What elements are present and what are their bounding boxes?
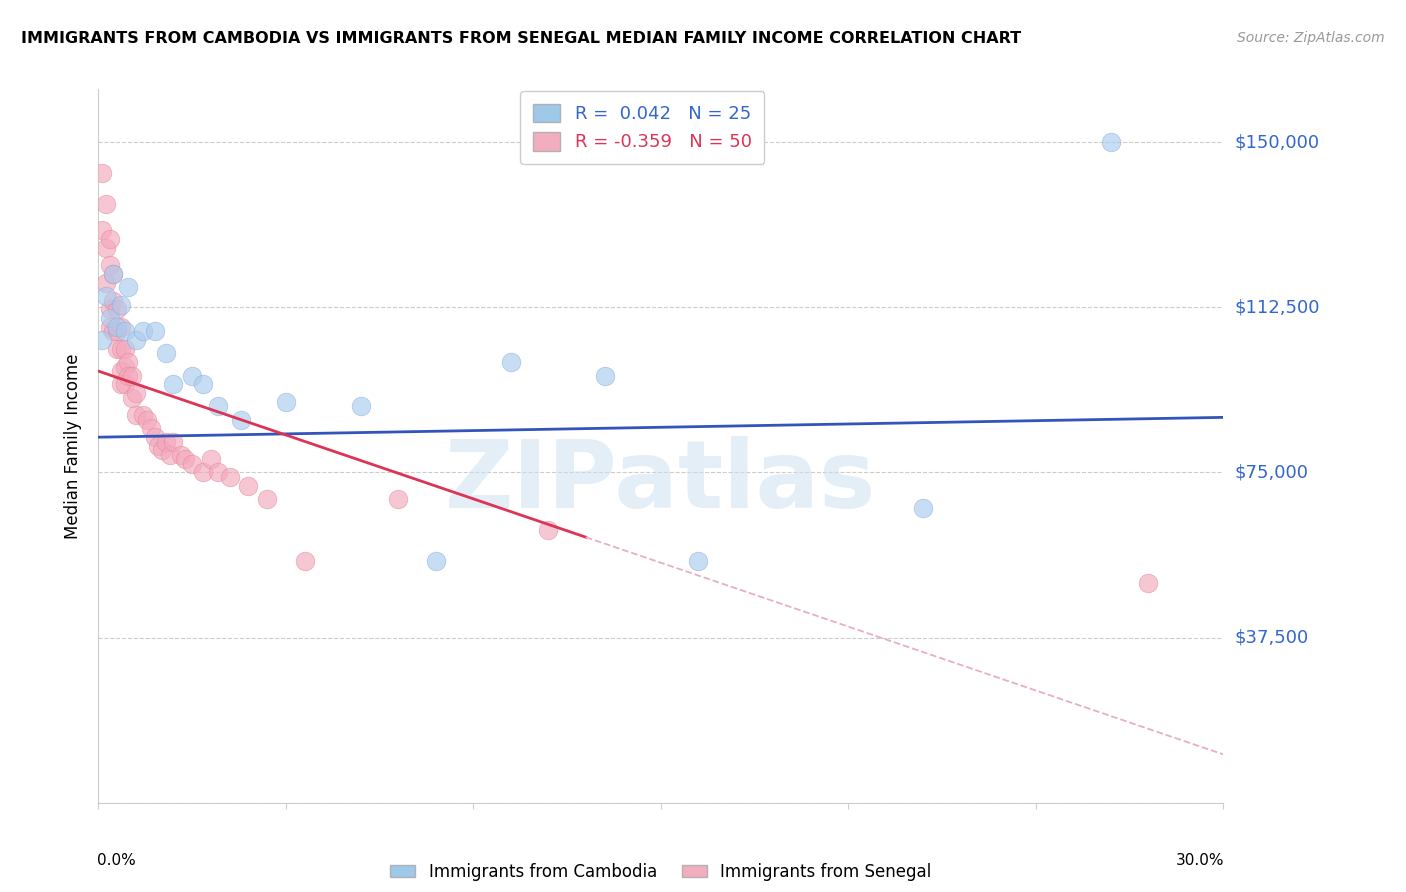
Point (125, 333, 148, 347)
Point (103, 267, 125, 281)
Point (125, 408, 148, 422)
Point (159, 448, 181, 462)
Point (148, 439, 170, 453)
Point (139, 421, 162, 435)
Text: IMMIGRANTS FROM CAMBODIA VS IMMIGRANTS FROM SENEGAL MEDIAN FAMILY INCOME CORRELA: IMMIGRANTS FROM CAMBODIA VS IMMIGRANTS F… (21, 31, 1021, 46)
Point (143, 430, 166, 444)
Point (110, 298, 132, 312)
Point (105, 342, 128, 356)
Point (117, 355, 139, 369)
Point (91, 333, 114, 347)
Point (121, 391, 143, 405)
Point (98, 311, 121, 326)
Point (387, 491, 409, 506)
Point (103, 325, 125, 339)
Text: $75,000: $75,000 (1234, 464, 1309, 482)
Point (105, 320, 128, 334)
Point (207, 400, 229, 414)
Point (162, 434, 184, 449)
Point (537, 523, 560, 537)
Point (125, 386, 148, 401)
Point (499, 355, 522, 369)
Point (117, 280, 139, 294)
Point (91, 223, 114, 237)
Point (193, 377, 215, 392)
Point (132, 408, 155, 422)
Point (91, 166, 114, 180)
Point (155, 346, 177, 360)
Text: ZIPatlas: ZIPatlas (446, 435, 876, 528)
Point (132, 325, 155, 339)
Y-axis label: Median Family Income: Median Family Income (65, 353, 83, 539)
Point (207, 466, 229, 480)
Text: 30.0%: 30.0% (1175, 853, 1225, 868)
Point (256, 491, 278, 506)
Point (1137, 575, 1160, 590)
Text: Source: ZipAtlas.com: Source: ZipAtlas.com (1237, 31, 1385, 45)
Point (200, 452, 222, 467)
Point (912, 500, 935, 515)
Point (170, 448, 193, 462)
Point (117, 368, 139, 383)
Point (181, 368, 204, 383)
Point (136, 412, 159, 426)
Point (94, 276, 117, 290)
Point (181, 457, 204, 471)
Point (229, 412, 252, 426)
Point (425, 553, 447, 567)
Text: 0.0%: 0.0% (97, 853, 136, 868)
Text: $150,000: $150,000 (1234, 133, 1320, 151)
Point (114, 325, 136, 339)
Point (114, 377, 136, 392)
Point (94, 196, 117, 211)
Point (98, 259, 121, 273)
Point (103, 293, 125, 308)
Point (114, 342, 136, 356)
Point (110, 342, 132, 356)
Point (150, 443, 173, 458)
Point (114, 359, 136, 374)
Point (98, 320, 121, 334)
Point (1099, 135, 1122, 149)
Point (274, 395, 297, 409)
Point (350, 400, 373, 414)
Point (105, 302, 128, 317)
Point (238, 478, 260, 492)
Point (143, 325, 166, 339)
Text: $112,500: $112,500 (1234, 298, 1320, 317)
Point (103, 267, 125, 281)
Point (593, 368, 616, 383)
Point (110, 364, 132, 378)
Point (105, 325, 128, 339)
Point (688, 553, 710, 567)
Point (98, 232, 121, 246)
Legend: Immigrants from Cambodia, Immigrants from Senegal: Immigrants from Cambodia, Immigrants fro… (384, 856, 938, 888)
Point (193, 466, 215, 480)
Point (94, 241, 117, 255)
Point (121, 368, 143, 383)
Point (94, 289, 117, 303)
Point (173, 452, 195, 467)
Point (98, 302, 121, 317)
Point (110, 377, 132, 392)
Point (218, 470, 240, 484)
Point (110, 320, 132, 334)
Text: $37,500: $37,500 (1234, 629, 1309, 647)
Point (294, 553, 316, 567)
Point (162, 377, 184, 392)
Point (155, 434, 177, 449)
